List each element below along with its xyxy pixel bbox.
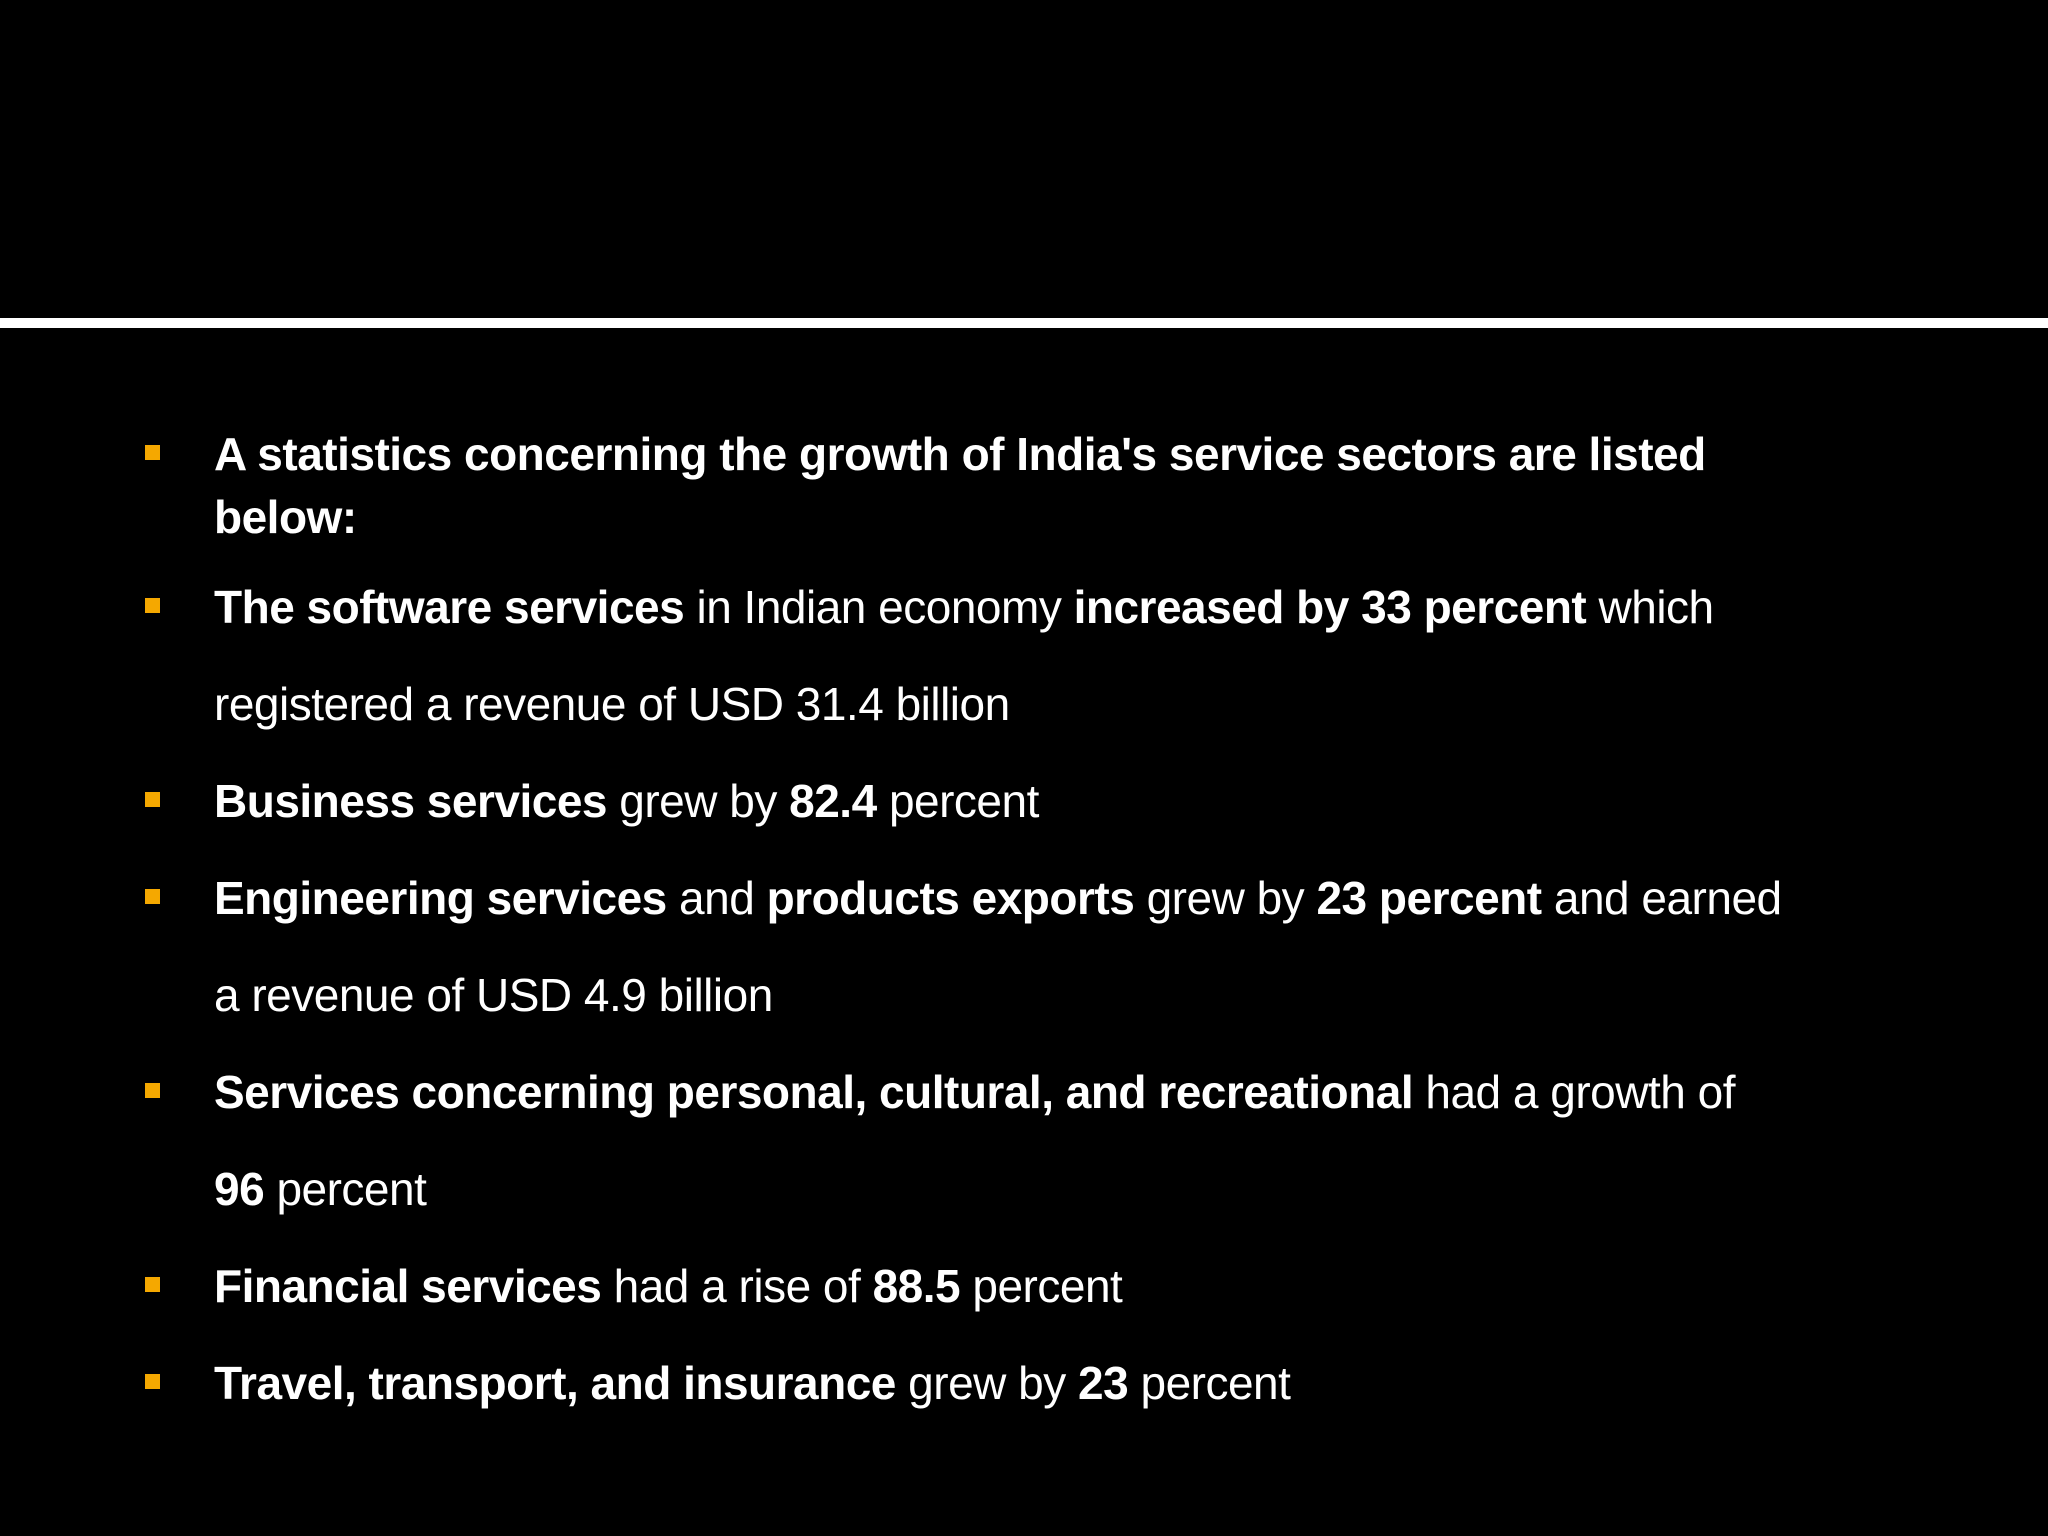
- bold-text: 82.4: [789, 775, 877, 827]
- text: registered a revenue of USD 31.4 billion: [214, 678, 1010, 730]
- bold-text: below:: [214, 491, 357, 543]
- bold-text: 23: [1078, 1357, 1129, 1409]
- text: had a rise of: [601, 1260, 873, 1312]
- bold-text: products exports: [766, 872, 1135, 924]
- bullet-marker: [145, 1083, 160, 1098]
- bullet-marker: [145, 598, 160, 613]
- bullet-text-line: A statistics concerning the growth of In…: [214, 431, 1706, 477]
- bullet-text-line: a revenue of USD 4.9 billion: [214, 972, 773, 1018]
- bold-text: 23 percent: [1316, 872, 1542, 924]
- bold-text: increased by 33 percent: [1073, 581, 1587, 633]
- bold-text: 88.5: [872, 1260, 961, 1312]
- text: percent: [876, 775, 1039, 827]
- bullet-marker: [145, 445, 160, 460]
- bullet-text-line: registered a revenue of USD 31.4 billion: [214, 681, 1010, 727]
- bold-text: A statistics concerning the growth of In…: [214, 428, 1706, 480]
- text: in Indian economy: [684, 581, 1074, 633]
- bullet-text-line: 96 percent: [214, 1163, 427, 1215]
- bullet-text-line: Engineering services and products export…: [214, 875, 1782, 921]
- text: and earned: [1541, 872, 1782, 924]
- bullet-text-line: Travel, transport, and insurance grew by…: [214, 1357, 1291, 1409]
- bullet-marker: [145, 1374, 160, 1389]
- bold-text: Travel, transport, and insurance: [214, 1357, 896, 1409]
- bullet-text-line: below:: [214, 494, 357, 540]
- text: which: [1586, 581, 1715, 633]
- text: percent: [264, 1163, 427, 1215]
- bullet-marker: [145, 889, 160, 904]
- bold-text: Business services: [214, 775, 608, 827]
- text: grew by: [607, 775, 790, 827]
- title-divider: [0, 318, 2048, 328]
- text: had a growth of: [1413, 1066, 1735, 1118]
- bullet-marker: [145, 1277, 160, 1292]
- bullet-text-line: Financial services had a rise of 88.5 pe…: [214, 1260, 1123, 1312]
- bullet-text-line: Business services grew by 82.4 percent: [214, 778, 1039, 824]
- text: a revenue of USD 4.9 billion: [214, 969, 773, 1021]
- bold-text: Services concerning personal, cultural, …: [214, 1066, 1414, 1118]
- text: grew by: [895, 1357, 1079, 1409]
- bold-text: The software services: [214, 581, 685, 633]
- text: grew by: [1134, 872, 1317, 924]
- bullet-text-line: The software services in Indian economy …: [214, 584, 1714, 630]
- bold-text: Engineering services: [214, 872, 667, 924]
- bold-text: 96: [214, 1163, 265, 1215]
- bold-text: Financial services: [214, 1260, 602, 1312]
- text: percent: [960, 1260, 1123, 1312]
- bullet-marker: [145, 792, 160, 807]
- bullet-text-line: Services concerning personal, cultural, …: [214, 1069, 1735, 1115]
- text: and: [666, 872, 767, 924]
- text: percent: [1128, 1357, 1291, 1409]
